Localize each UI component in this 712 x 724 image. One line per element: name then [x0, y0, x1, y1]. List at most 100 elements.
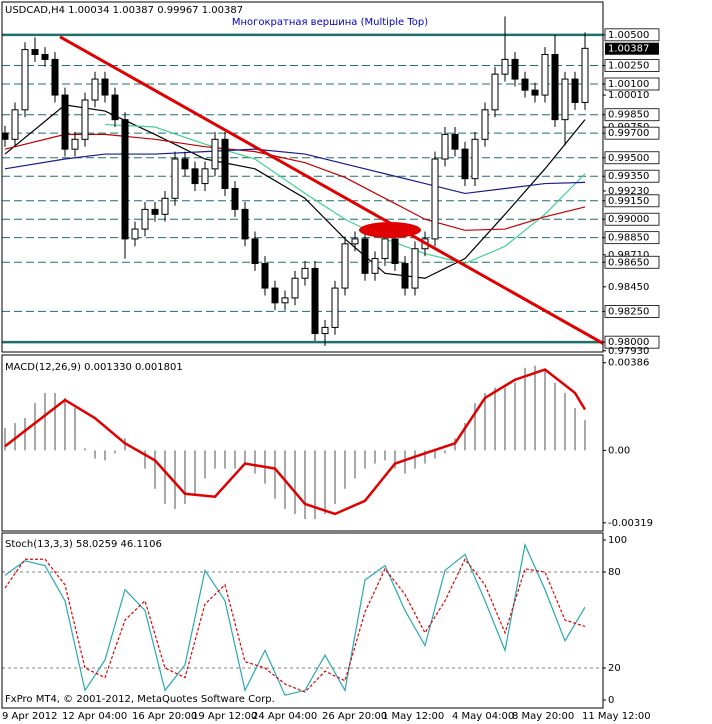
histogram-bar [324, 450, 326, 514]
candle-body [41, 53, 49, 60]
moving-average [4, 148, 586, 195]
histogram-bar [574, 407, 576, 451]
y-tick-label: 0.98650 [608, 257, 649, 268]
histogram-bar [164, 450, 166, 504]
level-label-box [604, 335, 660, 349]
candle-body [211, 138, 219, 170]
histogram-bar [84, 448, 86, 451]
candle-body [171, 158, 179, 199]
histogram-bar [54, 392, 56, 451]
y-tick-label: 0.98250 [608, 306, 649, 317]
panel-frame [1, 354, 604, 532]
stoch-panel [2, 542, 603, 696]
candle-body [141, 208, 149, 230]
candle-body [61, 94, 69, 150]
histogram-bar [544, 369, 546, 451]
candle-body [101, 78, 109, 96]
level-label-box [604, 59, 660, 72]
candle-body [331, 287, 339, 328]
candle-body [31, 49, 39, 55]
candle-body [281, 297, 289, 304]
y-tick-label: 0.99000 [608, 214, 649, 225]
candle-body [371, 258, 379, 274]
x-tick-label: 19 Apr 12:00 [192, 711, 257, 722]
signal-line [4, 368, 587, 516]
histogram-bar [174, 450, 176, 509]
candle-body [531, 89, 539, 96]
x-tick-label: 1 May 12:00 [382, 711, 444, 722]
candle-body [561, 78, 569, 121]
histogram-bar [404, 450, 406, 474]
candle-body [11, 109, 19, 140]
y-tick-label: 1.00250 [608, 61, 649, 72]
candle-body [161, 197, 169, 215]
histogram-bar [144, 450, 146, 469]
candle-body [461, 148, 469, 180]
y-tick-label: 0.99150 [608, 196, 649, 207]
level-label-box [604, 194, 660, 208]
candle-body [441, 133, 449, 160]
y-tick-label: 0.98450 [608, 282, 649, 293]
y-tick-label: 0.99700 [608, 128, 649, 139]
y-tick-label: 0.98000 [608, 337, 649, 348]
level-label-box [604, 151, 660, 165]
histogram-bar [214, 450, 216, 469]
histogram-bar [104, 450, 106, 461]
x-tick-label: 16 Apr 20:00 [132, 711, 197, 722]
candle-body [451, 133, 459, 150]
panel-frame [1, 532, 604, 709]
histogram-bar [334, 450, 336, 504]
candle-body [261, 262, 269, 289]
chart-title: USDCAD,H4 1.00034 1.00387 0.99967 1.0038… [5, 5, 243, 16]
histogram-bar [274, 450, 276, 499]
histogram-bar [294, 450, 296, 514]
histogram-bar [234, 450, 236, 469]
moving-average [4, 133, 586, 231]
candle-body [91, 78, 99, 101]
histogram-bar [344, 450, 346, 489]
candle-body [311, 267, 319, 335]
candle-body [81, 99, 89, 140]
candle-body [581, 47, 589, 103]
histogram-bar [374, 450, 376, 464]
candle-body [51, 58, 59, 96]
candle-body [131, 228, 139, 240]
candle-body [191, 168, 199, 185]
histogram-bar [384, 450, 386, 461]
x-tick-label: 11 May 12:00 [582, 711, 651, 722]
candle-body [201, 168, 209, 185]
histogram-bar [444, 450, 446, 454]
level-label-box [604, 77, 660, 91]
stoch-main [4, 542, 586, 696]
highlight-ellipse [359, 222, 421, 238]
candle-body [401, 262, 409, 289]
candle-body [471, 138, 479, 180]
y-tick-label: 100 [608, 535, 627, 546]
level-label-box [604, 231, 660, 245]
histogram-bar [64, 397, 66, 451]
candle-body [411, 248, 419, 289]
histogram-bar [204, 450, 206, 479]
candle-body [2, 132, 9, 140]
level-label-box [604, 255, 660, 269]
level-label-box [604, 28, 660, 42]
y-tick-label: 0.97930 [608, 346, 649, 357]
candle-body [351, 238, 359, 245]
copyright: FxPro MT4, © 2001-2012, MetaQuotes Softw… [5, 694, 275, 705]
histogram-bar [74, 407, 76, 451]
histogram-bar [514, 382, 516, 451]
level-label-box [604, 126, 660, 140]
histogram-bar [494, 387, 496, 451]
candle-body [541, 53, 549, 96]
level-label-box [604, 169, 660, 183]
histogram-bar [484, 392, 486, 451]
candle-body [431, 158, 439, 240]
candle-body [221, 138, 229, 189]
y-tick-label: 0.98710 [608, 250, 649, 261]
histogram-bar [44, 392, 46, 451]
histogram-bar [464, 423, 466, 451]
histogram-bar [364, 450, 366, 469]
histogram-bar [524, 367, 526, 451]
histogram-bar [314, 450, 316, 519]
